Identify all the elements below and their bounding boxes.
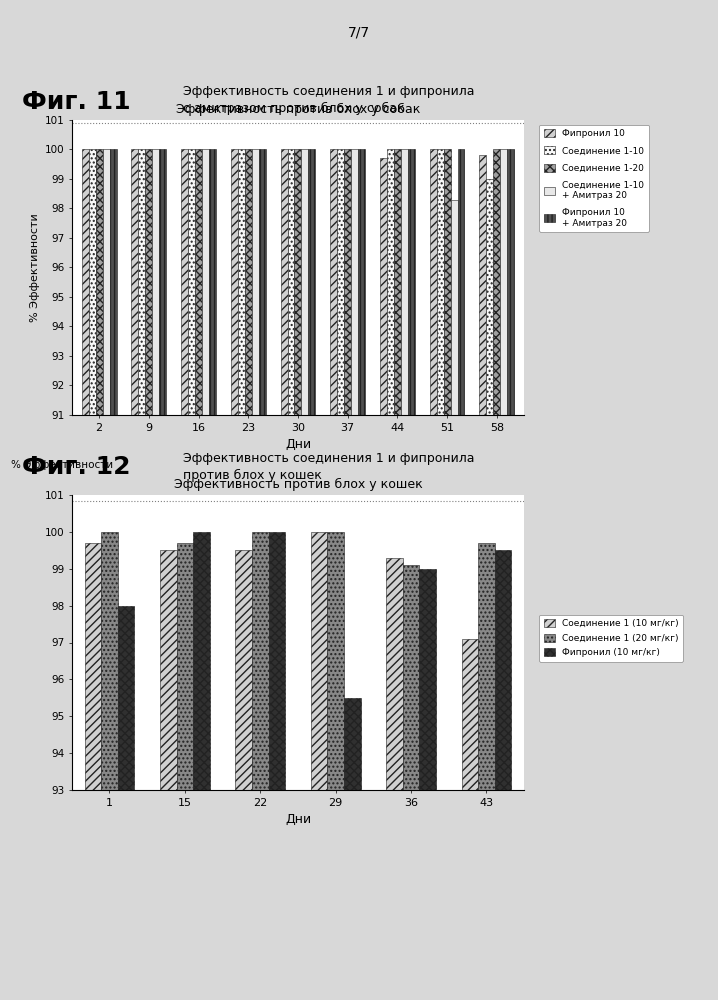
Bar (302, 149, 309, 415)
Text: Эффективность соединения 1 и фипронила
против блох у кошек: Эффективность соединения 1 и фипронила п… (183, 452, 475, 482)
Bar (258, 149, 266, 415)
Bar (311, 532, 327, 790)
Legend: Соединение 1 (10 мг/кг), Соединение 1 (20 мг/кг), Фипронил (10 мг/кг): Соединение 1 (10 мг/кг), Соединение 1 (2… (539, 615, 683, 662)
Bar (287, 149, 294, 415)
Bar (110, 149, 116, 415)
Bar (181, 149, 188, 415)
Bar (177, 543, 193, 790)
Bar (89, 149, 95, 415)
Bar (85, 543, 101, 790)
Bar (351, 149, 358, 415)
Bar (101, 532, 118, 790)
Text: 7/7: 7/7 (348, 25, 370, 39)
Bar (457, 149, 465, 415)
Title: Эффективность против блох у собак: Эффективность против блох у собак (176, 103, 420, 116)
Bar (252, 149, 258, 415)
Bar (139, 149, 145, 415)
Bar (209, 149, 216, 415)
Bar (478, 543, 495, 790)
Bar (160, 550, 177, 790)
Bar (236, 550, 252, 790)
Bar (344, 149, 351, 415)
Bar (159, 149, 167, 415)
Bar (145, 149, 152, 415)
Legend: Фипронил 10, Соединение 1-10, Соединение 1-20, Соединение 1-10
+ Амитраз 20, Фип: Фипронил 10, Соединение 1-10, Соединение… (539, 125, 648, 232)
Bar (344, 698, 360, 790)
Bar (95, 149, 103, 415)
Y-axis label: % Эффективности: % Эффективности (30, 213, 40, 322)
Bar (394, 149, 401, 415)
Bar (507, 149, 514, 415)
Bar (408, 149, 415, 415)
Text: Фиг. 12: Фиг. 12 (22, 455, 130, 479)
Bar (462, 639, 478, 790)
Bar (231, 149, 238, 415)
Bar (387, 149, 394, 415)
Bar (152, 149, 159, 415)
Bar (403, 565, 419, 790)
Bar (495, 550, 511, 790)
Bar (82, 149, 89, 415)
Bar (480, 155, 486, 415)
Bar (401, 149, 408, 415)
Text: Эффективность соединения 1 и фипронила
с амитразом против блох у собак: Эффективность соединения 1 и фипронила с… (183, 85, 475, 115)
Bar (451, 200, 457, 415)
Bar (330, 149, 337, 415)
Bar (444, 149, 451, 415)
Bar (486, 179, 493, 415)
Bar (327, 532, 344, 790)
Bar (188, 149, 195, 415)
Bar (252, 532, 269, 790)
Bar (131, 149, 139, 415)
Bar (245, 149, 252, 415)
Title: Эффективность против блох у кошек: Эффективность против блох у кошек (174, 478, 422, 491)
Bar (103, 149, 110, 415)
Bar (118, 606, 134, 790)
Bar (380, 158, 387, 415)
Bar (358, 149, 365, 415)
Bar (269, 532, 285, 790)
X-axis label: Дни: Дни (285, 813, 311, 826)
Bar (281, 149, 287, 415)
Bar (493, 149, 500, 415)
Bar (337, 149, 344, 415)
Bar (437, 149, 444, 415)
Bar (419, 569, 436, 790)
Text: % Эффективности: % Эффективности (11, 460, 113, 470)
Bar (195, 149, 202, 415)
Bar (193, 532, 210, 790)
Bar (500, 149, 507, 415)
Bar (202, 149, 209, 415)
Bar (294, 149, 302, 415)
X-axis label: Дни: Дни (285, 438, 311, 451)
Bar (309, 149, 315, 415)
Bar (238, 149, 245, 415)
Text: Фиг. 11: Фиг. 11 (22, 90, 130, 114)
Bar (386, 558, 403, 790)
Bar (429, 149, 437, 415)
